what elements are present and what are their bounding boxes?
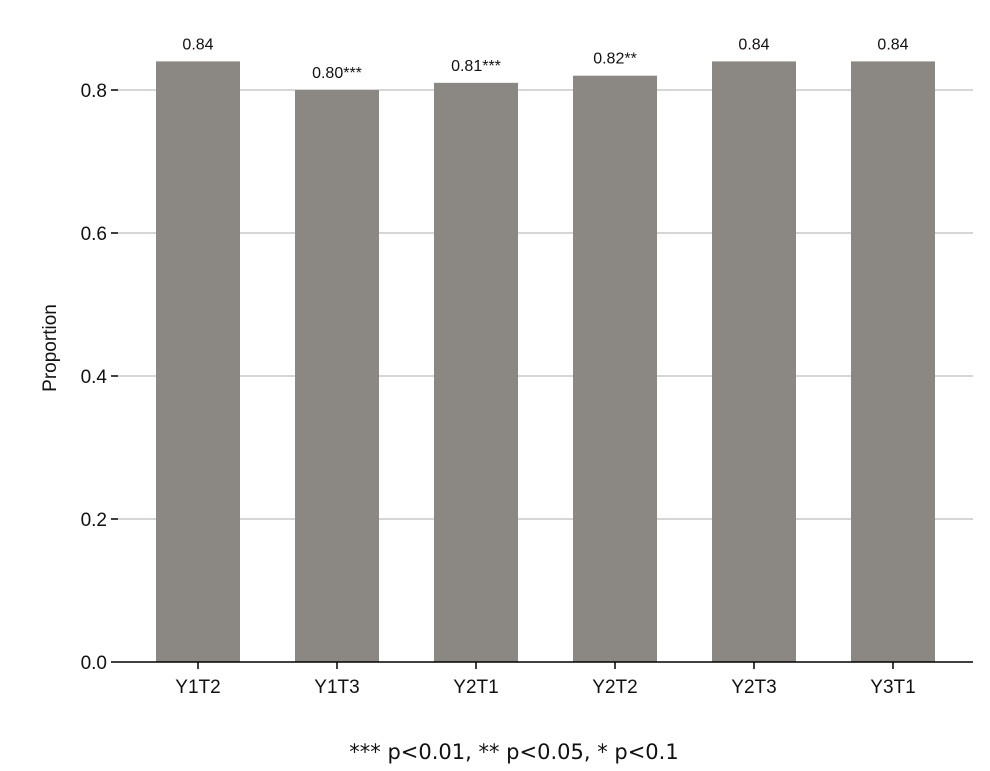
bar-value-label: 0.84 [738, 36, 769, 53]
bar-value-label: 0.82** [593, 51, 637, 68]
bar-value-labels: 0.84 0.80*** 0.81*** 0.82** 0.84 0.84 [182, 36, 908, 82]
significance-footnote: *** p<0.01, ** p<0.05, * p<0.1 [349, 740, 678, 764]
bars [156, 61, 935, 663]
y-tick-label: 0.4 [81, 367, 108, 388]
x-tick-label: Y2T2 [592, 677, 637, 698]
bar-y3t1 [851, 61, 935, 662]
y-tick-label: 0.6 [81, 224, 107, 245]
x-tick-label: Y2T3 [731, 677, 776, 698]
y-tick-label: 0.8 [81, 81, 107, 102]
x-tick-label: Y1T2 [175, 677, 220, 698]
bar-value-label: 0.81*** [451, 58, 501, 75]
bar-y1t2 [156, 61, 240, 662]
x-tick-label: Y1T3 [314, 677, 359, 698]
bar-y2t1 [434, 82, 518, 663]
bar-value-label: 0.84 [182, 36, 213, 53]
x-axis: Y1T2 Y1T3 Y2T1 Y2T2 Y2T3 Y3T1 [175, 662, 916, 698]
x-tick-label: Y3T1 [870, 677, 915, 698]
gridlines [118, 89, 973, 520]
x-tick-label: Y2T1 [453, 677, 498, 698]
bar-y1t3 [295, 90, 379, 662]
bar-y2t2 [573, 75, 657, 662]
y-axis-title: Proportion [40, 304, 61, 392]
bar-value-label: 0.80*** [312, 65, 362, 82]
bar-y2t3 [712, 61, 796, 662]
y-tick-label: 0.2 [81, 510, 107, 531]
y-axis: 0.0 0.2 0.4 0.6 0.8 [81, 81, 118, 674]
y-tick-label: 0.0 [81, 653, 107, 674]
bar-value-label: 0.84 [877, 36, 908, 53]
